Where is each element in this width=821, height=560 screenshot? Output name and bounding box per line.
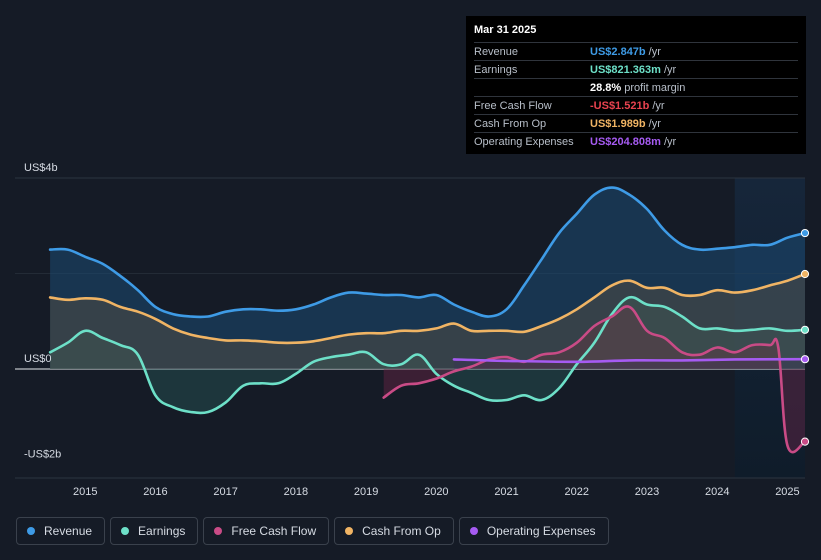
- earnings-line[interactable]: [48, 295, 807, 415]
- tooltip-row: Operating Expenses US$204.808m/yr: [474, 133, 798, 150]
- legend-dot-icon: [345, 527, 354, 535]
- tooltip-row: Revenue US$2.847b/yr: [474, 43, 798, 61]
- x-tick-label: 2022: [565, 486, 589, 498]
- tooltip-row-unit: /yr: [652, 99, 665, 112]
- tooltip-row: Cash From Op US$1.989b/yr: [474, 115, 798, 133]
- legend-item-revenue[interactable]: Revenue: [16, 517, 106, 545]
- tooltip-row-value: -US$1.521b: [590, 99, 650, 112]
- tooltip-row-value: US$1.989b: [590, 117, 646, 130]
- legend-label: Operating Expenses: [486, 524, 596, 538]
- tooltip-row-value: 28.8%: [590, 81, 622, 94]
- legend-label: Revenue: [44, 524, 93, 538]
- tooltip-row: 28.8% profit margin: [474, 79, 798, 97]
- x-axis: 2015 2016 2017 2018 2019 2020 2021 2022 2023 2024…: [73, 486, 800, 498]
- tooltip-row-value: US$2.847b: [590, 45, 646, 58]
- x-tick-label: 2017: [213, 486, 237, 498]
- legend-item-earnings[interactable]: Earnings: [110, 517, 199, 545]
- legend-dot-icon: [469, 527, 478, 535]
- tooltip-row: Free Cash Flow -US$1.521b/yr: [474, 97, 798, 115]
- x-tick-label: 2021: [494, 486, 518, 498]
- tooltip-row-unit: /yr: [663, 135, 677, 148]
- y-tick-label: US$0: [24, 353, 52, 365]
- tooltip-row-unit: profit margin: [624, 81, 686, 94]
- x-tick-label: 2019: [354, 486, 378, 498]
- legend-item-cash-from-op[interactable]: Cash From Op: [334, 517, 454, 545]
- tooltip-panel: Mar 31 2025 Revenue US$2.847b/yr Earnings U…: [466, 16, 806, 154]
- operating-expenses-line[interactable]: [452, 357, 807, 364]
- series-lines: [48, 186, 807, 454]
- y-tick-label: -US$2b: [24, 449, 61, 461]
- tooltip-row-label: Free Cash Flow: [474, 99, 552, 112]
- x-tick-label: 2025: [775, 486, 799, 498]
- legend-label: Free Cash Flow: [231, 524, 317, 538]
- tooltip-row: Earnings US$821.363m/yr: [474, 61, 798, 79]
- legend: Revenue Earnings Free Cash Flow Cash From O…: [16, 517, 609, 547]
- tooltip-row-unit: /yr: [648, 45, 661, 58]
- x-tick-label: 2018: [284, 486, 308, 498]
- legend-item-operating-expenses[interactable]: Operating Expenses: [458, 517, 609, 545]
- y-tick-label: US$4b: [24, 162, 58, 174]
- cash-from-op-area: [50, 274, 806, 369]
- tooltip-row-label: Operating Expenses: [474, 135, 574, 148]
- tooltip-row-label: Cash From Op: [474, 117, 547, 130]
- y-axis: US$4b US$0 -US$2b: [24, 162, 61, 461]
- x-tick-label: 2024: [705, 486, 729, 498]
- free-cash-flow-endpoint[interactable]: [800, 437, 810, 446]
- earnings-area: [50, 297, 806, 413]
- tooltip-row-label: Earnings: [474, 63, 518, 76]
- cash-from-op-line[interactable]: [48, 272, 807, 345]
- chart-area: US$4b US$0 -US$2b 2015 2016 2017 2018 2019 2020…: [15, 162, 810, 498]
- legend-dot-icon: [27, 527, 35, 535]
- series-areas: [50, 187, 806, 453]
- operating-expenses-endpoint[interactable]: [800, 355, 810, 364]
- tooltip-row-value: US$204.808m: [590, 135, 661, 148]
- tooltip-date: Mar 31 2025: [474, 22, 798, 43]
- legend-item-free-cash-flow[interactable]: Free Cash Flow: [203, 517, 330, 545]
- revenue-area: [50, 187, 806, 369]
- cash-from-op-endpoint[interactable]: [800, 269, 810, 279]
- earnings-endpoint[interactable]: [800, 325, 810, 334]
- free-cash-flow-line[interactable]: [382, 305, 807, 454]
- legend-label: Cash From Op: [362, 524, 441, 538]
- tooltip-row-unit: /yr: [663, 63, 677, 76]
- free-cash-flow-area: [383, 306, 805, 453]
- tooltip-row-unit: /yr: [648, 117, 661, 130]
- x-tick-label: 2015: [73, 486, 97, 498]
- x-tick-label: 2020: [424, 486, 448, 498]
- tooltip-row-label: Revenue: [474, 45, 519, 58]
- series-endpoints: [800, 228, 810, 446]
- tooltip-row-value: US$821.363m: [590, 63, 661, 76]
- x-tick-label: 2016: [143, 486, 167, 498]
- legend-dot-icon: [214, 527, 223, 535]
- revenue-line[interactable]: [48, 186, 807, 319]
- legend-label: Earnings: [138, 524, 186, 538]
- x-tick-label: 2023: [635, 486, 659, 498]
- revenue-endpoint[interactable]: [800, 228, 810, 238]
- legend-dot-icon: [121, 527, 130, 535]
